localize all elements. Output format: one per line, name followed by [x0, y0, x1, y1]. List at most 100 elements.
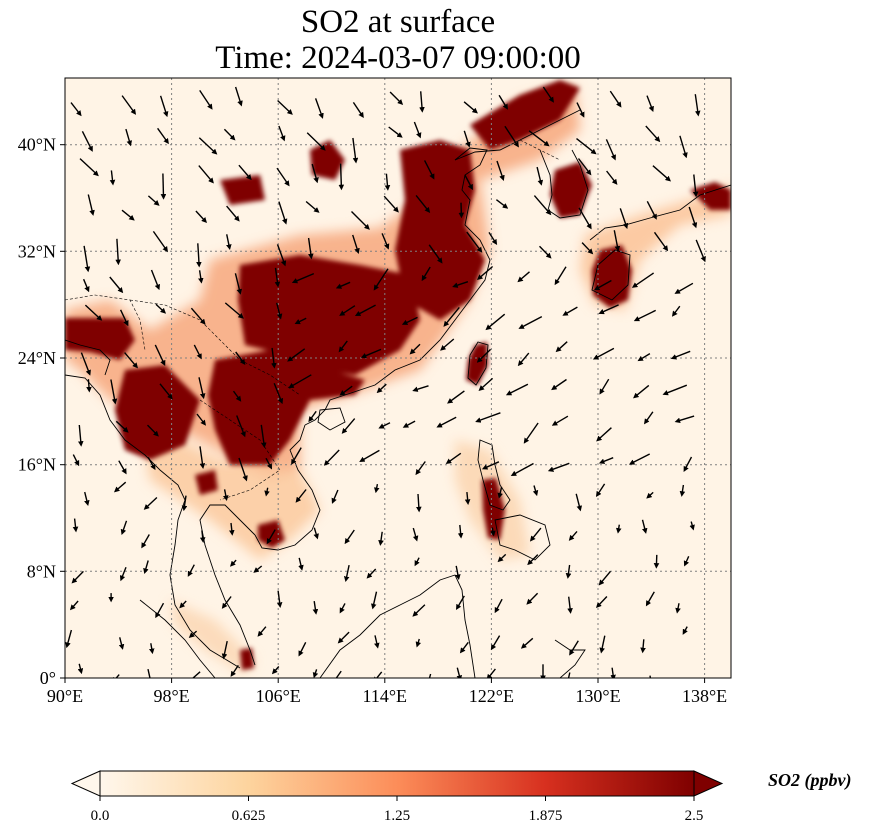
wind-arrow	[277, 99, 293, 115]
wind-arrow	[79, 158, 99, 177]
wind-arrow	[633, 384, 650, 399]
wind-arrow	[221, 596, 232, 609]
gridlines	[65, 78, 731, 678]
wind-arrow	[276, 244, 287, 267]
wind-arrow	[312, 600, 319, 615]
wind-arrow	[421, 266, 431, 282]
country-borders	[65, 139, 561, 501]
wind-arrow	[529, 527, 542, 542]
wind-arrow	[527, 554, 539, 566]
wind-arrow	[633, 309, 657, 322]
wind-arrow	[188, 630, 198, 638]
wind-arrow	[598, 457, 614, 464]
wind-arrow	[619, 208, 629, 229]
wind-arrow	[273, 383, 284, 405]
wind-arrow	[694, 94, 701, 117]
wind-arrow	[86, 379, 92, 393]
wind-arrow	[542, 86, 554, 103]
so2-core-south-china	[208, 350, 365, 465]
wind-arrow	[230, 559, 237, 567]
so2-field	[65, 80, 731, 675]
wind-arrow	[567, 672, 571, 678]
so2-core-japan-east	[690, 182, 731, 210]
wind-arrow	[640, 639, 646, 654]
wind-arrow	[232, 390, 242, 402]
wind-arrow	[646, 200, 657, 220]
wind-arrow	[198, 137, 218, 155]
wind-arrow	[476, 348, 492, 363]
wind-arrow	[423, 160, 435, 180]
colorbar-tick-label: 0.625	[232, 808, 266, 824]
wind-arrow	[147, 668, 151, 678]
coast-gulf-thailand	[199, 504, 256, 666]
wind-arrow	[599, 635, 606, 654]
wind-arrow	[83, 245, 91, 273]
wind-arrow	[71, 570, 84, 584]
map-panel	[65, 78, 731, 678]
wind-arrow	[466, 231, 483, 253]
wind-arrow	[409, 343, 421, 355]
wind-arrow	[547, 462, 570, 472]
wind-arrow	[87, 194, 95, 216]
wind-arrow	[373, 671, 383, 678]
wind-arrow	[226, 234, 232, 251]
wind-arrow	[631, 272, 654, 288]
wind-arrow	[389, 91, 404, 105]
wind-arrow	[464, 174, 473, 191]
wind-arrow	[683, 456, 693, 472]
wind-arrow	[223, 128, 236, 141]
so2-halo-malaysia	[170, 600, 255, 675]
wind-arrow	[671, 305, 681, 317]
wind-arrow	[652, 165, 672, 182]
wind-arrow	[278, 125, 286, 142]
wind-arrow	[562, 306, 578, 316]
wind-arrow	[338, 163, 345, 191]
wind-arrow	[486, 668, 496, 678]
coast-bay-bengal	[65, 339, 111, 376]
wind-arrow	[504, 125, 519, 148]
wind-arrow	[497, 553, 507, 563]
wind-arrow	[463, 130, 471, 148]
wind-arrow	[115, 238, 121, 266]
wind-arrow	[532, 485, 539, 497]
wind-arrow	[517, 352, 530, 367]
coast-andaman	[169, 499, 241, 669]
wind-arrow	[596, 427, 612, 442]
wind-arrow	[291, 447, 302, 465]
wind-arrow	[488, 232, 498, 246]
x-tick-label: 114°E	[363, 686, 408, 706]
so2-core-singapore	[240, 648, 254, 670]
wind-arrow	[402, 420, 416, 428]
wind-arrow	[528, 130, 550, 147]
wind-arrow	[196, 413, 207, 426]
y-tick-label: 40°N	[18, 135, 56, 155]
wind-arrow	[674, 415, 695, 424]
wind-arrow	[311, 163, 319, 184]
wind-arrow	[381, 233, 390, 250]
wind-arrow	[271, 666, 280, 675]
colorbar-extend-min	[70, 770, 101, 797]
coast-borneo	[319, 574, 476, 678]
wind-arrow	[428, 244, 443, 264]
wind-arrow	[384, 173, 391, 191]
wind-arrow	[497, 486, 503, 499]
wind-arrow	[359, 449, 380, 462]
wind-arrow	[595, 596, 608, 609]
wind-arrow	[401, 316, 418, 325]
wind-arrow	[605, 139, 616, 161]
wind-arrow	[234, 273, 243, 295]
coast-korea	[539, 149, 589, 219]
wind-arrow	[323, 449, 340, 466]
wind-arrow	[306, 132, 326, 151]
wind-arrow	[675, 603, 681, 614]
x-tick-label: 106°E	[256, 686, 301, 706]
wind-arrow	[253, 565, 263, 573]
wind-arrow	[688, 206, 698, 229]
coast-philippines-south	[494, 514, 551, 561]
wind-arrow	[192, 671, 201, 678]
y-tick-label: 16°N	[18, 455, 56, 475]
wind-arrow	[339, 603, 346, 614]
wind-arrow	[221, 640, 228, 660]
wind-arrow	[198, 377, 206, 400]
so2-core-shanxi	[310, 140, 345, 180]
